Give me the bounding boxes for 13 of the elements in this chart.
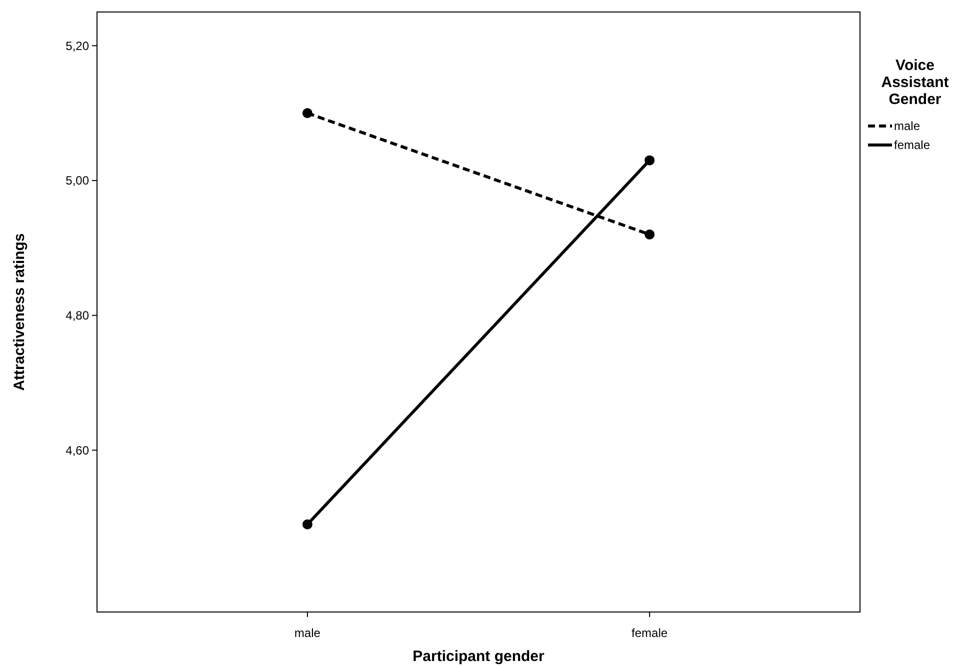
point bbox=[302, 108, 312, 118]
y-tick-label: 4,80 bbox=[66, 308, 90, 323]
point bbox=[644, 229, 655, 240]
legend-label: male bbox=[894, 119, 920, 134]
y-axis-title: Attractiveness ratings bbox=[11, 233, 28, 391]
legend-label: female bbox=[894, 138, 930, 152]
point bbox=[302, 519, 312, 530]
x-axis-title: Participant gender bbox=[412, 648, 545, 665]
y-tick-label: 5,20 bbox=[66, 38, 90, 53]
y-tick-label: 5,00 bbox=[66, 174, 90, 188]
point bbox=[644, 155, 655, 166]
legend-title: Voice Assistant Gender bbox=[881, 57, 949, 108]
y-tick-label: 4,60 bbox=[66, 443, 90, 458]
